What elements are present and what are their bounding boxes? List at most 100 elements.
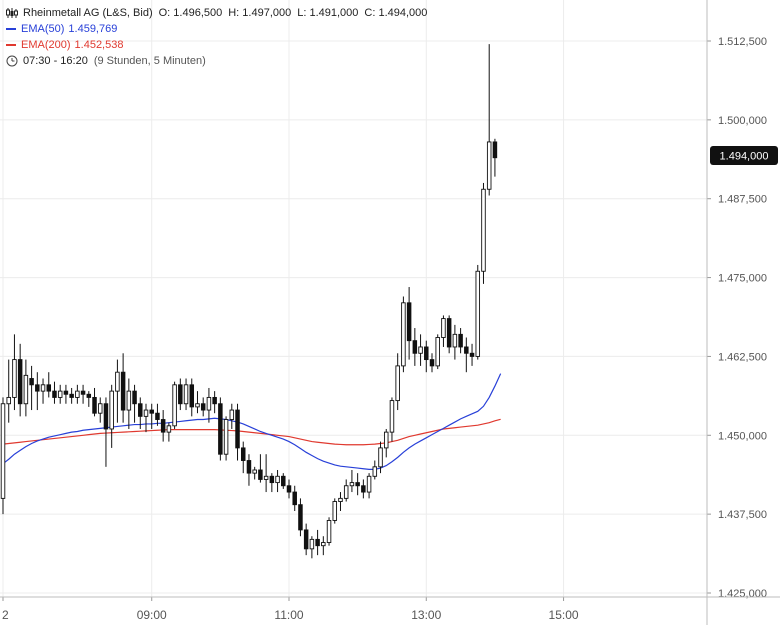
candle [35,372,40,411]
candle [143,403,149,433]
ema50-swatch [6,28,16,30]
candle-body [109,390,114,430]
legend-symbol: Rheinmetall AG (L&S, Bid) [23,7,153,19]
candle [441,315,446,347]
legend-ema200-row[interactable]: EMA(200) 1.452,538 [6,37,433,53]
candle [446,315,452,354]
candle [435,334,440,370]
candle [321,536,326,556]
candle [263,454,269,493]
candle-body [372,466,378,477]
candle [395,353,400,411]
candle [383,428,389,458]
candle [338,492,343,511]
clock-icon [6,55,18,67]
candle [246,454,252,486]
current-price-badge-bg [710,146,778,165]
candle [172,381,177,429]
candle [235,403,240,461]
candle [269,473,275,493]
candle-body [240,447,246,461]
candle-body [366,475,372,493]
candle-body [252,469,257,474]
candle [178,378,183,411]
ema200-line [2,418,501,446]
candle-body [120,371,126,411]
candle [464,337,469,373]
candle-body [332,501,338,521]
candle-body [52,390,57,398]
candle [195,391,200,414]
candle [97,397,103,423]
candle-body [412,340,418,354]
candle-body [452,333,458,348]
candle [378,441,383,474]
candle [475,264,481,360]
y-tick-label: 1.450,000 [718,430,767,442]
x-tick-label: 15:00 [549,608,579,622]
candle-body [286,485,292,493]
candle-body [143,409,149,417]
chart-legend: Rheinmetall AG (L&S, Bid) O: 1.496,500 H… [6,5,433,69]
candle-body [401,302,406,367]
candle-body [206,396,212,411]
candle [429,353,435,373]
candle [138,397,143,429]
candle [309,536,315,559]
ema50-line-group [2,373,502,470]
candle-body [418,346,423,354]
candle [412,328,418,366]
candle [223,416,229,461]
candle-body [223,419,229,455]
candle-body [292,491,297,506]
candle-body [40,384,46,392]
candle-body [389,400,395,433]
candle-body [361,485,366,493]
y-tick-label: 1.475,000 [718,273,767,285]
x-tick-label: 2 [2,608,9,622]
candle [109,384,114,448]
candle-body [481,188,486,272]
candle-body [92,396,97,414]
candle [481,182,486,284]
candle-body [178,384,183,405]
candle-body [326,520,332,543]
candle [132,384,137,423]
candle-body [132,390,137,405]
legend-session-row: 07:30 - 16:20 (9 Stunden, 5 Minuten) [6,53,433,69]
candle-body [149,409,154,414]
candle-body [35,384,40,392]
candle-body [446,318,452,348]
candle-body [315,538,320,547]
x-tick-label: 13:00 [411,608,441,622]
candle [149,403,154,429]
candle-body [103,403,109,430]
legend-open: O: 1.496,500 [158,7,223,19]
candle-body [464,346,469,354]
candle [366,473,372,499]
candle [52,381,57,404]
candle-body [406,302,412,342]
candle-body [303,529,309,550]
candle [115,359,120,423]
legend-ema50-row[interactable]: EMA(50) 1.459,769 [6,21,433,37]
candle-body [281,475,286,487]
candle-body [0,403,6,499]
x-tick-label: 11:00 [274,608,303,622]
candle-body [258,469,263,480]
candle-body [86,393,92,398]
candle-body [160,419,166,433]
candle-body [378,447,383,468]
candle [6,359,11,423]
candle [298,498,303,537]
legend-close: C: 1.494,000 [364,7,428,19]
candle-body [218,403,223,455]
candle-body [12,359,17,398]
candle [189,378,195,417]
candle [92,387,97,417]
candle [349,469,355,493]
candle-body [492,141,498,159]
candle [240,441,246,474]
legend-ema50-label: EMA(50) [21,23,65,35]
